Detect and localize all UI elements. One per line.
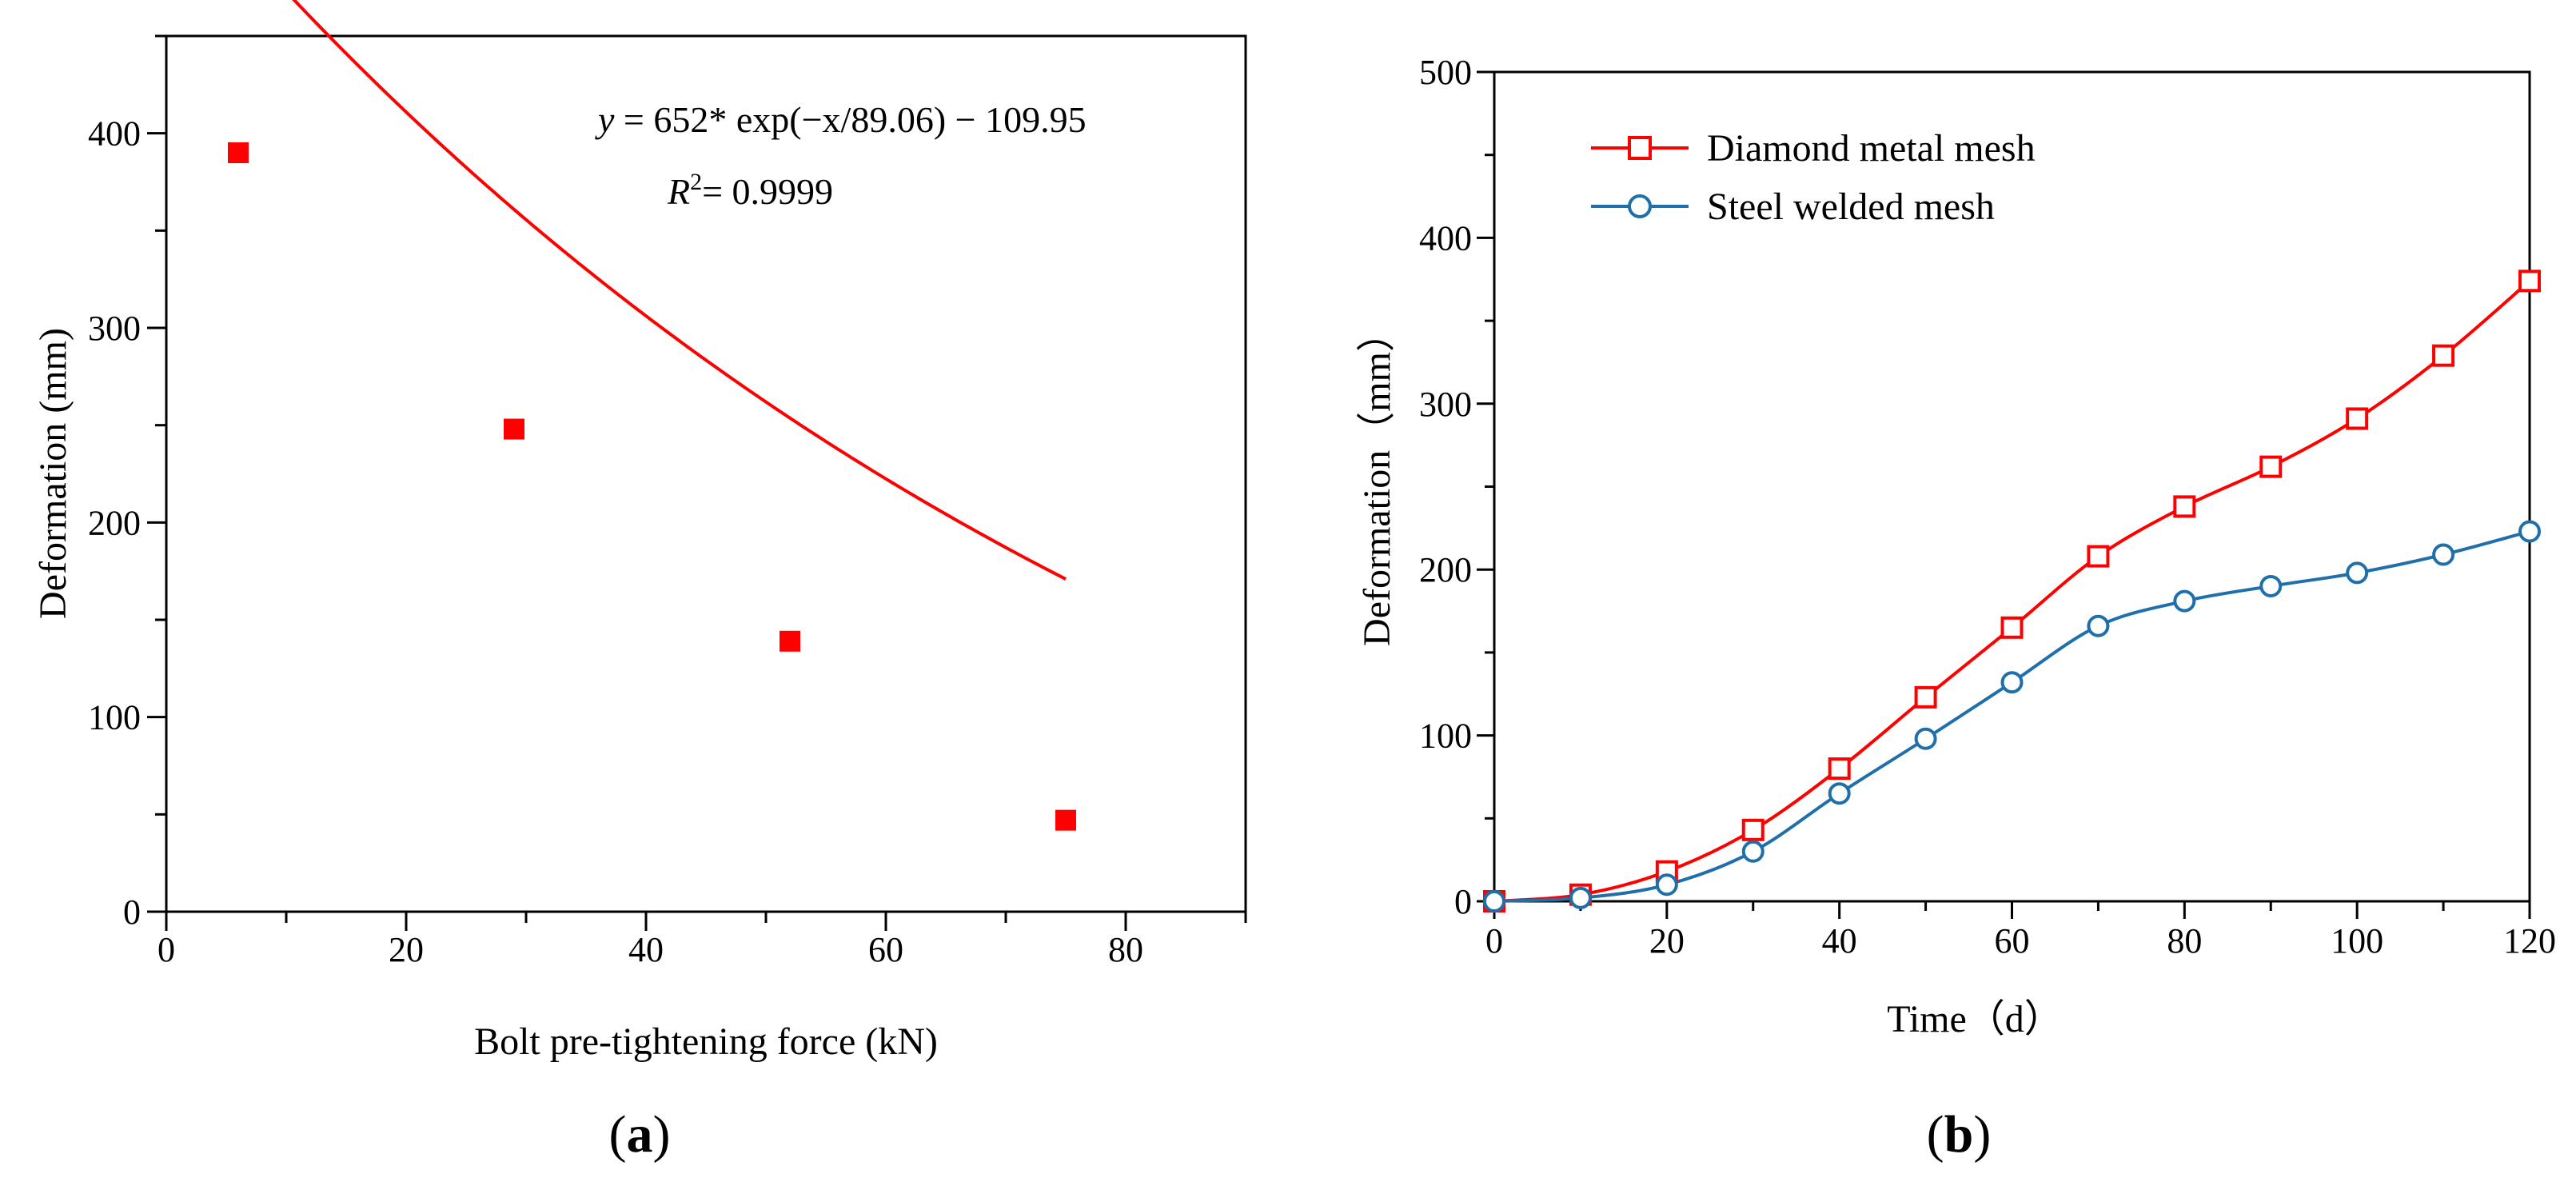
data-point xyxy=(228,142,249,163)
series-lines xyxy=(1493,279,2531,903)
data-point xyxy=(2259,574,2283,597)
data-point xyxy=(2000,671,2024,694)
x-tick-label: 0 xyxy=(158,930,175,969)
chart-panel-a: 0 20 40 60 80 0 100 200 300 400 y = 652* exp(−x/8… xyxy=(32,0,1247,1164)
panel-label-a: (a) xyxy=(609,1105,671,1164)
y-tick-label: 100 xyxy=(1419,717,1472,756)
data-point xyxy=(1655,873,1678,896)
x-tick-label: 20 xyxy=(1649,921,1685,960)
fit-curve-group xyxy=(292,0,1067,581)
data-point xyxy=(2173,589,2196,613)
data-points xyxy=(228,142,1076,831)
data-point xyxy=(1914,727,1937,750)
equation-y-var: y xyxy=(595,99,615,140)
x-tick-label: 80 xyxy=(2167,921,2202,960)
r-squared-value: = 0.9999 xyxy=(702,171,833,212)
svg-text:y = 652* exp(−x/89.06) − 109.9: y = 652* exp(−x/89.06) − 109.95 xyxy=(595,99,1087,140)
y-tick-label: 0 xyxy=(1454,882,1472,921)
data-point xyxy=(1914,685,1937,709)
x-tick-label: 120 xyxy=(2503,921,2556,960)
data-point xyxy=(780,630,800,652)
x-tick-label: 60 xyxy=(1995,921,2030,960)
panel-label-b: (b) xyxy=(1927,1105,1992,1164)
axis-ticks: 0 20 40 60 80 100 120 0 100 200 300 400 500 xyxy=(1419,53,2556,960)
x-tick-label: 60 xyxy=(868,930,903,969)
y-tick-label: 400 xyxy=(88,114,141,154)
data-point xyxy=(1828,782,1851,805)
y-tick-label: 100 xyxy=(88,698,141,737)
data-point xyxy=(2432,344,2455,367)
fit-equation: y = 652* exp(−x/89.06) − 109.95 R2= 0.99… xyxy=(595,99,1087,212)
y-tick-label: 0 xyxy=(123,892,141,932)
data-point xyxy=(1055,809,1076,831)
data-point xyxy=(2346,407,2369,430)
series-line-diamond xyxy=(1493,279,2531,903)
x-axis-label: Bolt pre-tightening force (kN) xyxy=(474,1020,938,1063)
r-squared-sup: 2 xyxy=(690,169,702,195)
data-point xyxy=(2087,614,2110,637)
y-tick-label: 500 xyxy=(1419,53,1472,92)
data-point xyxy=(504,418,524,440)
x-tick-label: 20 xyxy=(389,930,424,969)
x-tick-label: 40 xyxy=(1822,921,1857,960)
x-tick-label: 80 xyxy=(1108,930,1143,969)
data-point xyxy=(2518,270,2541,293)
equation-rhs: = 652* exp(−x/89.06) − 109.95 xyxy=(614,99,1086,140)
data-point xyxy=(2087,545,2110,568)
plot-frame xyxy=(1493,70,2531,903)
axis-ticks: 0 20 40 60 80 0 100 200 300 400 xyxy=(88,34,1247,969)
x-axis-label: Time（d） xyxy=(1887,998,2063,1040)
legend-marker-steel xyxy=(1628,194,1652,218)
y-tick-label: 200 xyxy=(1419,550,1472,589)
data-point xyxy=(2173,495,2196,518)
x-tick-label: 100 xyxy=(2331,921,2383,960)
chart-panel-b: 0 20 40 60 80 100 120 0 100 200 300 400 500 Diamond … xyxy=(1356,53,2556,1164)
y-axis-label: Deformation（mm） xyxy=(1356,313,1398,646)
data-point xyxy=(1741,840,1765,863)
data-point xyxy=(1483,890,1505,912)
data-point xyxy=(2432,543,2455,566)
legend-label-diamond: Diamond metal mesh xyxy=(1707,127,2036,170)
series-line-steel xyxy=(1493,529,2530,903)
data-point xyxy=(1741,818,1765,841)
data-point xyxy=(1828,757,1851,781)
data-point xyxy=(2346,561,2369,585)
data-points xyxy=(1483,270,2541,912)
data-point xyxy=(2259,455,2283,478)
svg-text:R2= 0.9999: R2= 0.9999 xyxy=(667,169,833,212)
r-squared-var: R xyxy=(667,171,690,212)
data-point xyxy=(1569,886,1592,909)
data-point xyxy=(2518,520,2541,543)
legend-label-steel: Steel welded mesh xyxy=(1707,186,1995,228)
legend-marker-diamond xyxy=(1628,136,1652,160)
x-tick-label: 0 xyxy=(1485,921,1503,960)
y-tick-label: 200 xyxy=(88,503,141,542)
fit-curve xyxy=(292,0,1067,581)
data-point xyxy=(2000,616,2024,639)
y-tick-label: 300 xyxy=(1419,385,1472,424)
y-axis-label: Deformation (mm) xyxy=(32,328,74,619)
y-tick-label: 400 xyxy=(1419,218,1472,258)
legend: Diamond metal mesh Steel welded mesh xyxy=(1591,127,2036,228)
x-tick-label: 40 xyxy=(628,930,664,969)
plot-frame xyxy=(165,34,1247,913)
y-tick-label: 300 xyxy=(88,309,141,348)
